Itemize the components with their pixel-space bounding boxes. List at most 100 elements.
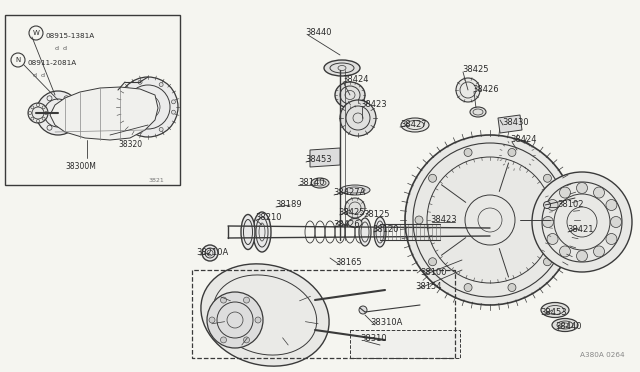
Text: 38427: 38427: [400, 120, 427, 129]
Circle shape: [547, 234, 558, 244]
Polygon shape: [310, 148, 340, 167]
Ellipse shape: [213, 275, 317, 355]
Text: 38426: 38426: [333, 220, 360, 229]
Text: 08911-2081A: 08911-2081A: [28, 60, 77, 66]
Circle shape: [456, 78, 480, 102]
Circle shape: [138, 130, 142, 134]
Text: 08915-1381A: 08915-1381A: [46, 33, 95, 39]
Circle shape: [547, 199, 558, 211]
Text: 38165: 38165: [335, 258, 362, 267]
Circle shape: [464, 148, 472, 157]
Circle shape: [543, 258, 552, 266]
Circle shape: [118, 77, 178, 137]
Text: 38140: 38140: [298, 178, 324, 187]
Circle shape: [209, 317, 215, 323]
Text: 38421: 38421: [567, 225, 593, 234]
Text: N: N: [15, 57, 20, 63]
Text: 38423: 38423: [430, 215, 456, 224]
Bar: [350, 330, 460, 358]
Circle shape: [532, 172, 632, 272]
Circle shape: [429, 174, 436, 182]
Text: 38125: 38125: [363, 210, 390, 219]
Polygon shape: [498, 115, 522, 133]
Ellipse shape: [470, 107, 486, 117]
Text: 38210A: 38210A: [196, 248, 228, 257]
Circle shape: [611, 217, 621, 228]
Ellipse shape: [499, 140, 534, 170]
Circle shape: [207, 292, 263, 348]
Text: 3821: 3821: [148, 178, 164, 183]
Ellipse shape: [335, 82, 365, 108]
Circle shape: [429, 258, 436, 266]
Ellipse shape: [359, 218, 371, 246]
Circle shape: [405, 135, 575, 305]
Circle shape: [464, 283, 472, 292]
Circle shape: [122, 116, 126, 120]
Circle shape: [138, 80, 142, 84]
Circle shape: [593, 246, 605, 257]
Text: d  d: d d: [55, 46, 67, 51]
Circle shape: [221, 337, 227, 343]
Text: 38440: 38440: [305, 28, 332, 37]
Circle shape: [28, 103, 48, 123]
Text: 38440: 38440: [555, 322, 582, 331]
Circle shape: [36, 91, 80, 135]
Ellipse shape: [348, 218, 362, 228]
Text: 38300M: 38300M: [65, 162, 96, 171]
Bar: [455, 214, 490, 250]
Ellipse shape: [340, 185, 370, 195]
Circle shape: [340, 100, 376, 136]
Text: 38427A: 38427A: [333, 188, 365, 197]
Text: 38210: 38210: [255, 213, 282, 222]
Circle shape: [557, 216, 565, 224]
Text: 38100: 38100: [420, 268, 447, 277]
Circle shape: [508, 283, 516, 292]
Polygon shape: [316, 155, 326, 163]
Circle shape: [243, 337, 250, 343]
Circle shape: [577, 183, 588, 193]
Ellipse shape: [374, 217, 386, 247]
Ellipse shape: [401, 118, 429, 132]
Circle shape: [359, 306, 367, 314]
Text: 38453: 38453: [305, 155, 332, 164]
Ellipse shape: [552, 318, 578, 331]
Circle shape: [159, 83, 163, 87]
Circle shape: [543, 217, 554, 228]
Text: 38120: 38120: [372, 225, 399, 234]
Ellipse shape: [541, 302, 569, 317]
Circle shape: [122, 94, 126, 98]
Text: W: W: [33, 30, 40, 36]
Text: 38425: 38425: [338, 208, 365, 217]
Ellipse shape: [241, 215, 255, 250]
Text: 38189: 38189: [275, 200, 301, 209]
Circle shape: [559, 246, 570, 257]
Polygon shape: [50, 87, 158, 140]
Circle shape: [415, 216, 423, 224]
Circle shape: [606, 199, 617, 211]
Bar: [5, 15, 180, 185]
Circle shape: [159, 128, 163, 131]
Circle shape: [508, 148, 516, 157]
Ellipse shape: [324, 60, 360, 76]
Text: 38310: 38310: [360, 334, 387, 343]
Ellipse shape: [201, 264, 329, 366]
Circle shape: [577, 250, 588, 262]
Ellipse shape: [253, 212, 271, 252]
Circle shape: [255, 317, 261, 323]
Text: 38423: 38423: [360, 100, 387, 109]
Circle shape: [243, 297, 250, 303]
Text: 38310A: 38310A: [370, 318, 403, 327]
Circle shape: [543, 174, 552, 182]
Text: 38430: 38430: [502, 118, 529, 127]
Text: A380A 0264: A380A 0264: [580, 352, 625, 358]
Text: 38102: 38102: [557, 200, 584, 209]
Ellipse shape: [202, 245, 218, 261]
Text: 38424: 38424: [342, 75, 369, 84]
Circle shape: [172, 110, 175, 114]
Circle shape: [172, 100, 175, 104]
Circle shape: [543, 202, 550, 208]
Ellipse shape: [311, 178, 329, 188]
Text: d  d: d d: [33, 73, 45, 78]
Circle shape: [593, 187, 605, 198]
Text: 38453: 38453: [540, 308, 566, 317]
